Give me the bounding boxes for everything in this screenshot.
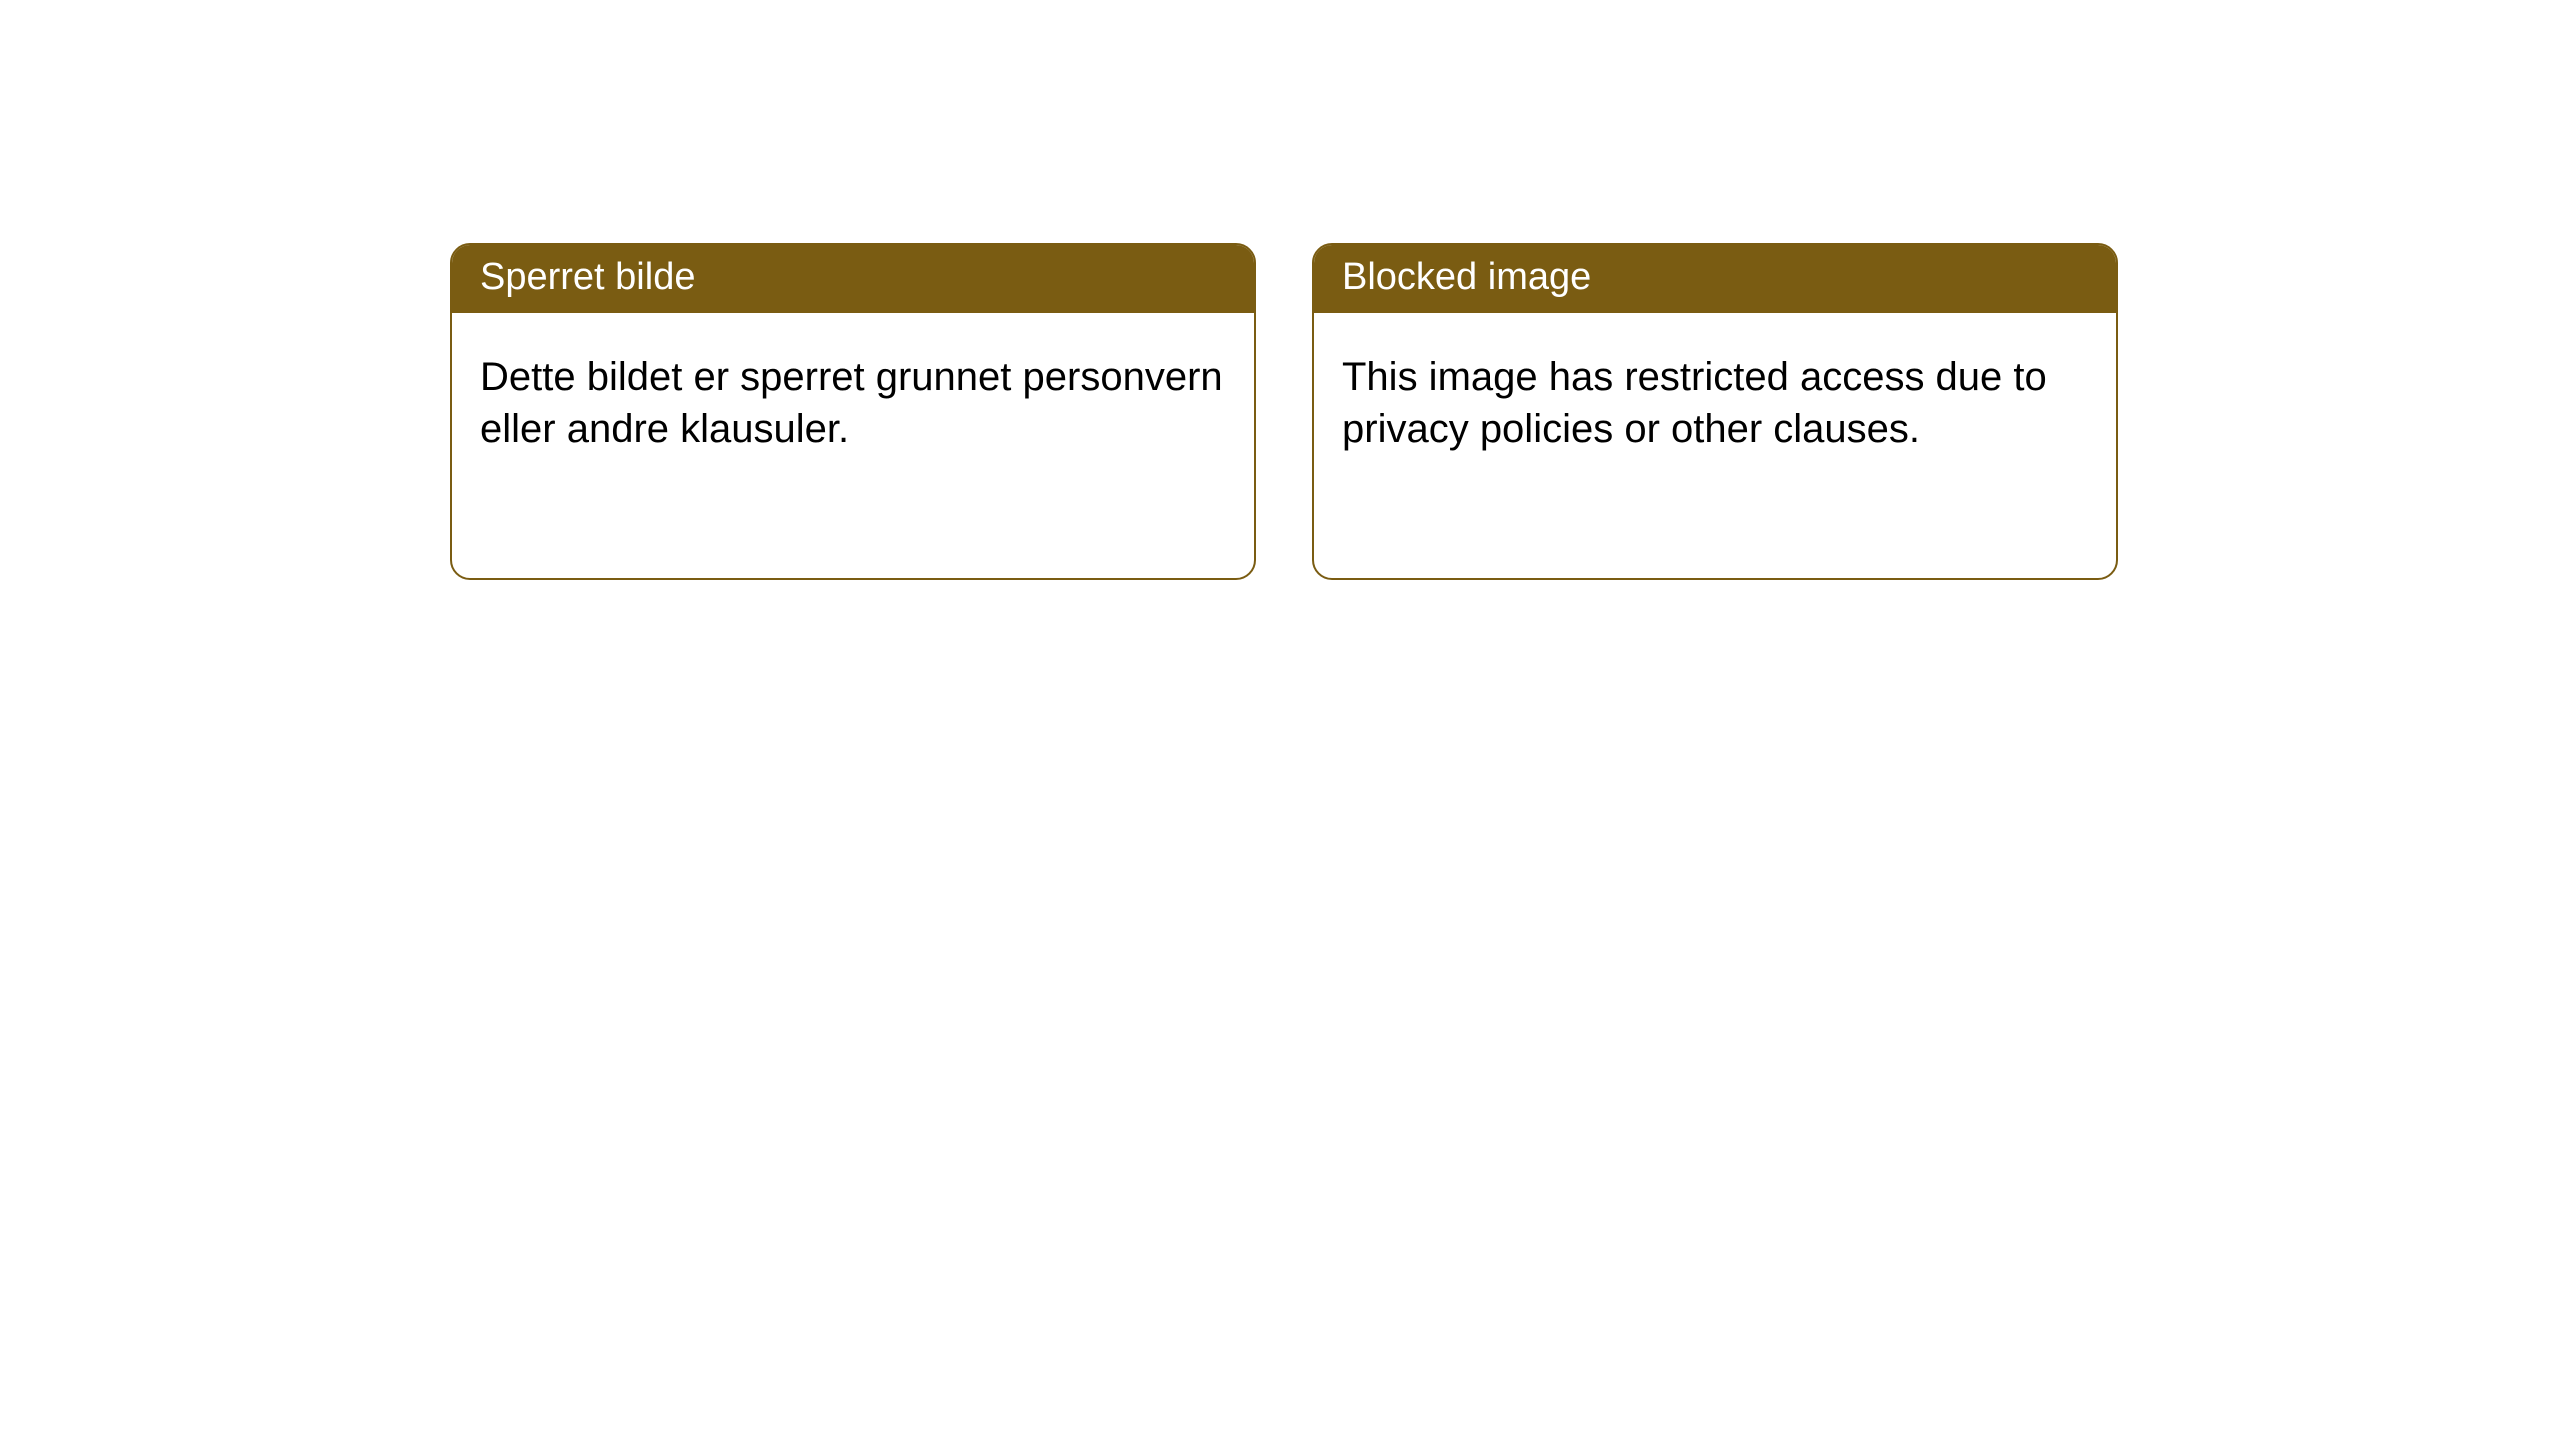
notice-header: Sperret bilde [452,245,1254,313]
notice-card-english: Blocked image This image has restricted … [1312,243,2118,580]
notice-body: This image has restricted access due to … [1314,313,2116,495]
notice-card-norwegian: Sperret bilde Dette bildet er sperret gr… [450,243,1256,580]
notice-cards-container: Sperret bilde Dette bildet er sperret gr… [450,243,2118,580]
notice-body: Dette bildet er sperret grunnet personve… [452,313,1254,495]
notice-header: Blocked image [1314,245,2116,313]
